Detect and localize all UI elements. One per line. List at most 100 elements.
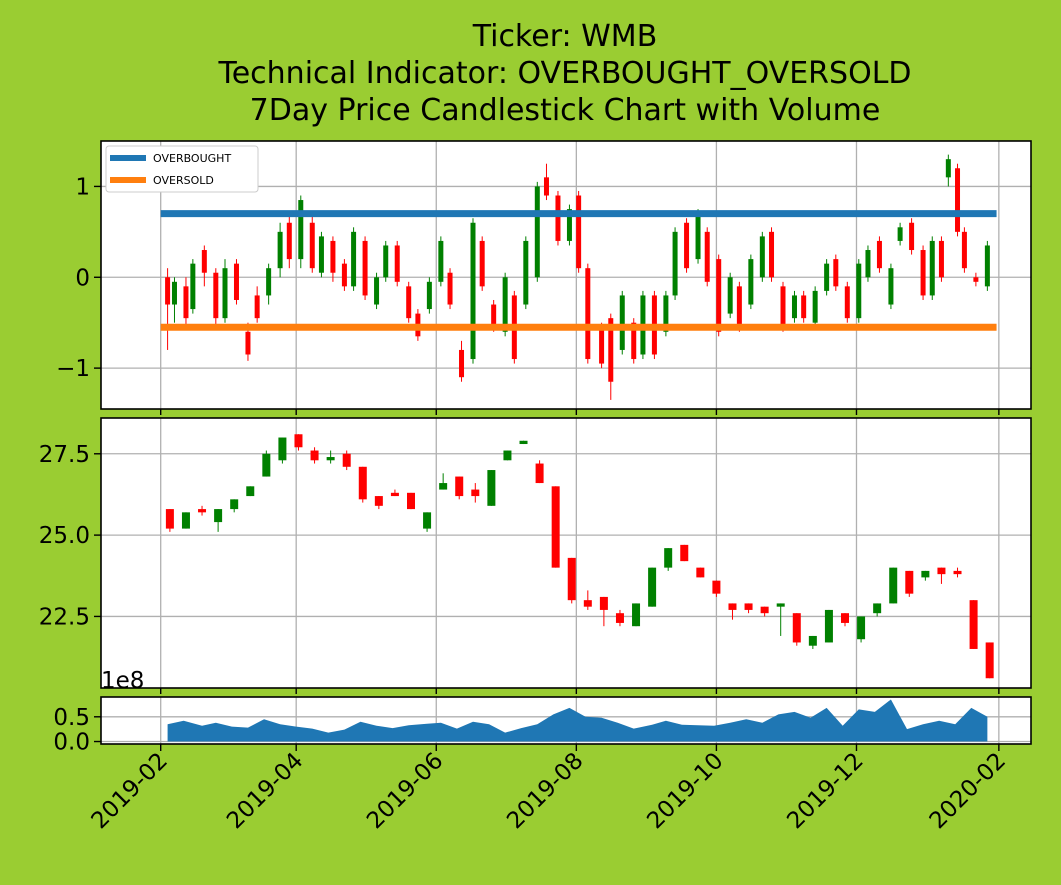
indicator-candle-body <box>318 236 324 273</box>
indicator-candle-body <box>780 286 786 328</box>
indicator-candle-body <box>856 263 862 319</box>
indicator-candle-body <box>298 200 304 260</box>
indicator-candle-body <box>470 222 476 360</box>
price-candle-body <box>776 603 785 607</box>
price-candle-body <box>889 567 898 604</box>
legend-oversold-label: OVERSOLD <box>153 174 214 187</box>
price-candle-body <box>390 492 399 497</box>
indicator-candle-body <box>383 245 389 278</box>
indicator-candle-body <box>876 240 882 269</box>
price-frame <box>100 417 1032 689</box>
price-candle-body <box>680 544 689 562</box>
price-candle-body <box>583 600 592 607</box>
indicator-candle-body <box>833 259 839 287</box>
indicator-candle-body <box>266 268 272 296</box>
price-candle-body <box>358 466 367 500</box>
price-candle-body <box>696 567 705 578</box>
indicator-candle-body <box>973 277 979 282</box>
price-candle-body <box>969 600 978 649</box>
indicator-candle-body <box>233 263 239 300</box>
price-candle-body <box>294 434 303 448</box>
volume-area <box>167 699 988 742</box>
price-candle-body <box>744 603 753 610</box>
indicator-candle-body <box>865 250 871 278</box>
indicator-candle-body <box>394 245 400 282</box>
legend-overbought-label: OVERBOUGHT <box>153 152 231 165</box>
indicator-candle-body <box>748 259 754 305</box>
price-candle-body <box>487 470 496 506</box>
indicator-candle-body <box>309 222 315 269</box>
price-candle-body <box>326 457 335 461</box>
indicator-candle-body <box>222 268 228 319</box>
price-candle-body <box>728 603 737 610</box>
indicator-candle-body <box>955 168 961 232</box>
indicator-candle-body <box>491 304 497 328</box>
indicator-candle-body <box>631 322 637 360</box>
indicator-candle-body <box>201 250 207 273</box>
indicator-ytick-label: −1 <box>56 356 90 382</box>
price-candle-body <box>648 567 657 607</box>
price-candle-body <box>599 596 608 610</box>
indicator-candle-body <box>695 213 701 260</box>
price-candle-body <box>985 642 994 679</box>
price-candle-body <box>198 509 207 513</box>
indicator-candle-body <box>351 231 357 287</box>
indicator-candle-body <box>566 209 572 241</box>
price-panel: 22.5 25.0 27.5 <box>39 417 1032 689</box>
price-candle-body <box>760 606 769 614</box>
indicator-candle-body <box>801 295 807 319</box>
volume-ytick-label: 0.0 <box>53 730 90 756</box>
indicator-candle-body <box>190 263 196 310</box>
indicator-candle-body <box>502 277 508 332</box>
price-candle-body <box>471 489 480 497</box>
indicator-candle-body <box>341 263 347 287</box>
price-candle-body <box>310 450 319 461</box>
indicator-candle-body <box>888 268 894 305</box>
indicator-candle-body <box>479 240 485 287</box>
price-candle-body <box>535 463 544 484</box>
price-candle-body <box>503 450 512 461</box>
chart-title-line-3: 7Day Price Candlestick Chart with Volume <box>250 93 881 128</box>
indicator-candle-body <box>534 186 540 278</box>
indicator-candle-body <box>555 195 561 241</box>
indicator-candle-body <box>576 195 582 269</box>
indicator-candle-body <box>406 286 412 319</box>
indicator-candle-body <box>844 286 850 319</box>
indicator-candle-body <box>704 231 710 282</box>
indicator-candle-body <box>165 277 171 305</box>
indicator-candle-body <box>523 240 529 305</box>
indicator-candle-body <box>543 177 549 196</box>
price-candle-body <box>824 609 833 643</box>
indicator-candle-body <box>791 295 797 319</box>
indicator-candle-body <box>812 290 818 323</box>
price-candle-body <box>278 437 287 461</box>
indicator-candle-body <box>608 318 614 382</box>
indicator-ytick-label: 1 <box>75 174 90 200</box>
price-candle-body <box>937 567 946 575</box>
price-candle-body <box>905 570 914 594</box>
indicator-candle-body <box>438 240 444 282</box>
indicator-candle-body <box>769 231 775 278</box>
price-candle-body <box>423 512 432 529</box>
price-candle-body <box>632 603 641 627</box>
price-candle-body <box>551 486 560 568</box>
indicator-candle-body <box>920 250 926 296</box>
price-candle-body <box>374 496 383 506</box>
indicator-candle-body <box>213 272 219 319</box>
indicator-ytick-label: 0 <box>75 265 90 291</box>
indicator-candle-body <box>426 281 432 310</box>
price-candle-body <box>808 635 817 646</box>
price-candle-body <box>953 570 962 575</box>
indicator-candle-body <box>286 222 292 260</box>
indicator-candle-body <box>897 227 903 241</box>
indicator-candle-body <box>330 240 336 273</box>
indicator-candle-body <box>909 222 915 251</box>
indicator-candle-body <box>727 277 733 314</box>
indicator-candle-body <box>447 272 453 305</box>
indicator-candle-body <box>961 231 967 269</box>
volume-panel: 0.00.5 1e8 <box>53 668 1032 756</box>
indicator-candle-body <box>362 240 368 296</box>
price-candle-body <box>615 613 624 623</box>
indicator-candle-body <box>374 277 380 305</box>
